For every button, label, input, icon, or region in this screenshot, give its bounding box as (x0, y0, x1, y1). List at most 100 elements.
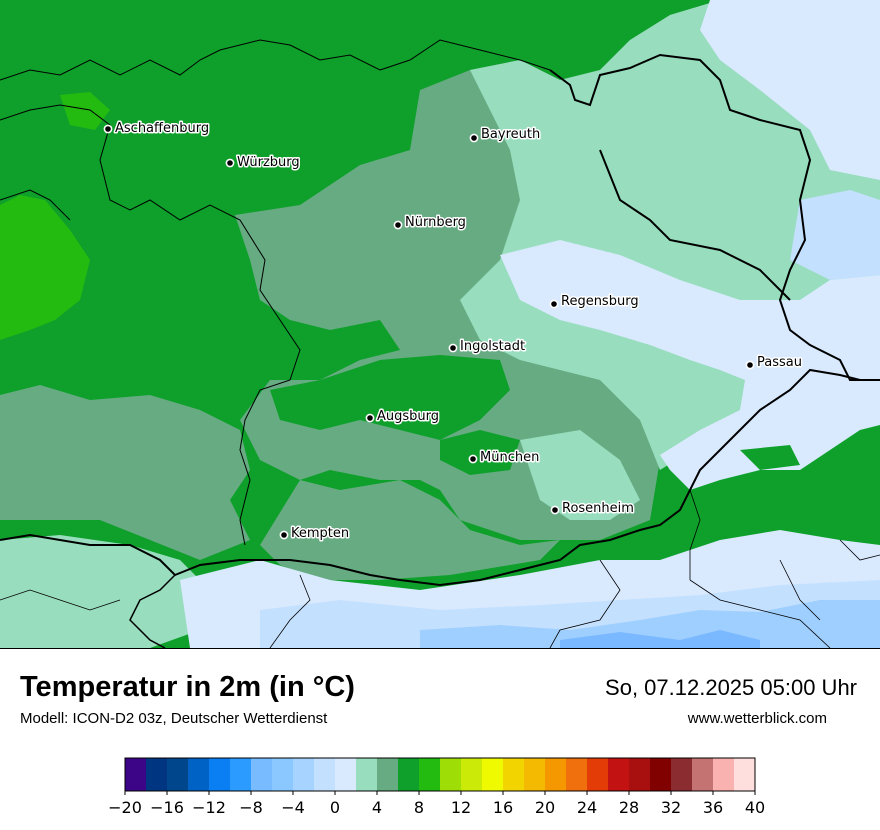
legend-tick-label: −16 (150, 798, 184, 817)
legend-swatch (734, 758, 756, 791)
legend-swatch (629, 758, 651, 791)
zone-green-bright-north (60, 92, 110, 130)
city-label: Augsburg (377, 409, 439, 424)
city-aschaffenburg[interactable]: Aschaffenburg (103, 120, 211, 138)
city-regensburg[interactable]: Regensburg (549, 293, 640, 311)
zone-light-blue-danube (500, 240, 880, 490)
legend-swatch (608, 758, 630, 791)
city-ingolstadt[interactable]: Ingolstadt (448, 338, 527, 356)
zone-light-blue-northeast (700, 0, 880, 180)
legend-swatch (419, 758, 441, 791)
map-title: Temperatur in 2m (in °C) (20, 671, 355, 703)
city-label: Regensburg (561, 294, 639, 309)
legend-swatch (713, 758, 735, 791)
legend-swatch (566, 758, 588, 791)
legend-tick-label: 4 (372, 798, 382, 817)
color-legend: −20 −16 −12 −8 −4 0 4 8 12 16 20 24 28 32 36 40 (108, 757, 765, 817)
zone-pale-blue-east (790, 190, 880, 280)
legend-tick-label: 8 (414, 798, 424, 817)
legend-tick-label: 36 (703, 798, 723, 817)
legend-swatch (272, 758, 294, 791)
zone-green-bright-west (0, 195, 90, 340)
city-label: Rosenheim (562, 501, 634, 516)
city-dot (103, 124, 113, 134)
legend-tick-label: −8 (239, 798, 263, 817)
border-czech (549, 53, 880, 381)
legend-swatch (398, 758, 420, 791)
border-west (0, 189, 71, 221)
city-label: Würzburg (237, 155, 300, 170)
legend-swatch (482, 758, 504, 791)
legend-swatch (692, 758, 714, 791)
map-footer: Temperatur in 2m (in °C) Modell: ICON-D2… (0, 649, 880, 830)
legend-tick-label: −4 (281, 798, 305, 817)
legend-tick-label: 20 (535, 798, 555, 817)
legend-swatch (356, 758, 378, 791)
zone-green-augsburg (270, 355, 510, 440)
legend-swatch (146, 758, 168, 791)
temperature-map: Aschaffenburg Würzburg Bayreuth Nürnberg… (0, 0, 880, 649)
city-passau[interactable]: Passau (745, 354, 803, 372)
legend-tick-label: 0 (330, 798, 340, 817)
city-label: Kempten (291, 526, 349, 541)
border-czech-inner (599, 149, 791, 301)
zone-green-east-alps (700, 485, 880, 525)
model-info: Modell: ICON-D2 03z, Deutscher Wetterdie… (20, 710, 328, 727)
legend-frame (124, 757, 756, 792)
map-canvas: Aschaffenburg Würzburg Bayreuth Nürnberg… (0, 0, 880, 648)
city-muenchen[interactable]: München (468, 449, 541, 467)
zone-mint-rosenheim (520, 430, 640, 520)
border-switzerland (129, 574, 176, 648)
city-label: Bayreuth (481, 127, 540, 142)
city-dot (745, 360, 755, 370)
border-tyrol (549, 559, 621, 648)
legend-swatch (251, 758, 273, 791)
city-bayreuth[interactable]: Bayreuth (469, 126, 542, 144)
city-rosenheim[interactable]: Rosenheim (550, 500, 635, 518)
zone-green-muenchen (440, 430, 520, 475)
city-wuerzburg[interactable]: Würzburg (225, 154, 301, 172)
website-link[interactable]: www.wetterblick.com (687, 710, 827, 727)
border-thuringia (0, 39, 551, 81)
border-salzburg (689, 579, 831, 648)
legend-tick-label: 12 (451, 798, 471, 817)
legend-swatch (587, 758, 609, 791)
border-styria (779, 559, 821, 621)
city-dot (550, 505, 560, 515)
city-nuernberg[interactable]: Nürnberg (393, 214, 467, 232)
legend-swatch (377, 758, 399, 791)
legend-swatch (671, 758, 693, 791)
legend-swatch (209, 758, 231, 791)
border-hesse (0, 104, 111, 126)
city-label: München (480, 450, 539, 465)
legend-swatch (125, 758, 147, 791)
zone-mint-southwest (0, 535, 210, 648)
zone-sky-blue-alps (420, 600, 880, 648)
legend-tick-label: 28 (619, 798, 639, 817)
city-label: Aschaffenburg (115, 121, 209, 136)
border-salzburg-north (689, 489, 701, 580)
city-dot (468, 454, 478, 464)
legend-swatch (503, 758, 525, 791)
city-kempten[interactable]: Kempten (279, 525, 351, 543)
borders (0, 39, 880, 648)
legend-swatch (524, 758, 546, 791)
city-dot (469, 133, 479, 143)
city-dot (549, 299, 559, 309)
legend-tick-label: 16 (493, 798, 513, 817)
zone-green-gray-southwest (0, 385, 250, 560)
zone-blue-peaks (560, 630, 760, 648)
legend-swatch (650, 758, 672, 791)
city-dot (225, 158, 235, 168)
city-dot (279, 530, 289, 540)
legend-tick-label: −12 (192, 798, 226, 817)
legend-ticks: −20 −16 −12 −8 −4 0 4 8 12 16 20 24 28 32 36 40 (108, 791, 765, 817)
legend-swatch (230, 758, 252, 791)
legend-swatch (440, 758, 462, 791)
legend-tick-label: 24 (577, 798, 597, 817)
zone-green-gray-south (260, 480, 560, 580)
legend-tick-label: 32 (661, 798, 681, 817)
city-dot (448, 343, 458, 353)
city-augsburg[interactable]: Augsburg (365, 408, 441, 426)
legend-swatch (293, 758, 315, 791)
